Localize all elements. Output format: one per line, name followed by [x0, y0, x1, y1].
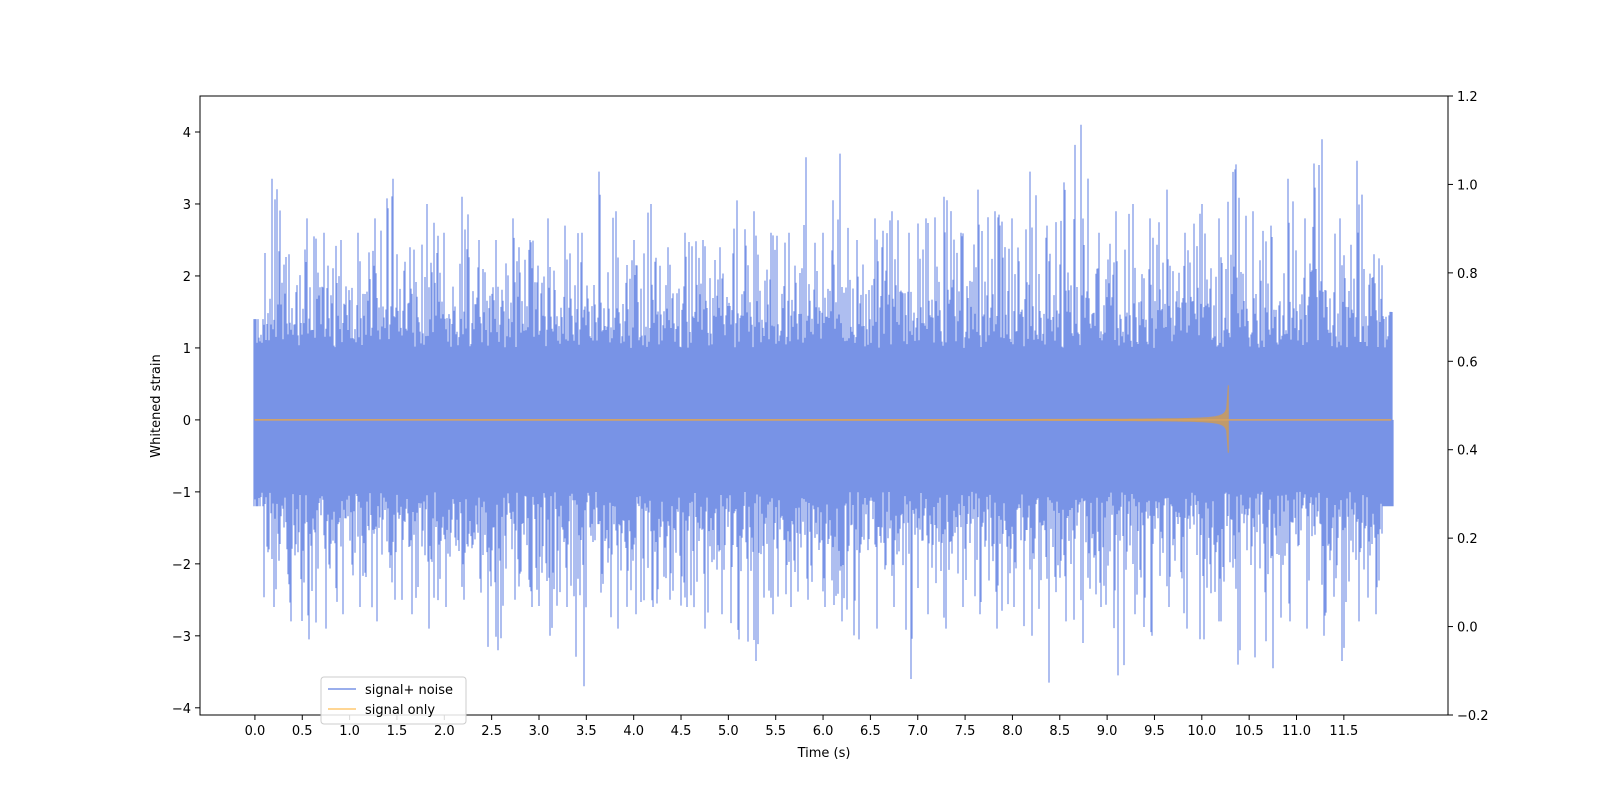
y2-tick-label: 0.2 [1457, 532, 1478, 547]
x-tick-label: 8.0 [1002, 724, 1023, 739]
y2-tick-label: −0.2 [1457, 709, 1489, 724]
y-tick-label: 4 [183, 126, 191, 141]
y-tick-label: −4 [172, 702, 191, 717]
y-axis-label: Whitened strain [149, 354, 164, 457]
x-axis-label: Time (s) [797, 746, 851, 761]
x-tick-label: 7.0 [907, 724, 928, 739]
x-tick-label: 5.0 [718, 724, 739, 739]
x-tick-label: 4.5 [671, 724, 692, 739]
y2-tick-label: 0.0 [1457, 621, 1478, 636]
x-tick-label: 8.5 [1049, 724, 1070, 739]
y-tick-label: 3 [183, 198, 191, 213]
series-signal-only [254, 385, 1392, 453]
x-tick-label: 7.5 [955, 724, 976, 739]
y-axis-right: −0.2 0.0 0.2 0.4 0.6 0.8 1.0 1.2 [1448, 90, 1489, 724]
x-tick-label: 10.0 [1187, 724, 1216, 739]
y2-tick-label: 0.4 [1457, 444, 1478, 459]
x-axis: 0.0 0.5 1.0 1.5 2.0 2.5 3.0 3.5 4.0 4.5 5.0 5.5 6.0 6… [245, 715, 1358, 739]
axes-frame [199, 95, 1449, 716]
series-signal-noise-line [253, 124, 1394, 687]
x-tick-label: 10.5 [1235, 724, 1264, 739]
x-tick-label: 6.5 [860, 724, 881, 739]
x-tick-label: 5.5 [765, 724, 786, 739]
x-tick-label: 3.5 [576, 724, 597, 739]
y2-tick-label: 1.0 [1457, 178, 1478, 193]
legend: signal+ noise signal only [320, 676, 467, 725]
x-tick-label: 0.5 [292, 724, 313, 739]
x-tick-label: 9.0 [1097, 724, 1118, 739]
y-tick-label: −2 [172, 558, 191, 573]
x-tick-label: 1.0 [339, 724, 360, 739]
y2-tick-label: 0.8 [1457, 267, 1478, 282]
plot-area [253, 124, 1394, 687]
x-tick-label: 6.0 [813, 724, 834, 739]
legend-box [320, 676, 467, 725]
x-tick-label: 11.0 [1282, 724, 1311, 739]
y2-tick-label: 1.2 [1457, 90, 1478, 105]
y-axis-left: −4 −3 −2 −1 0 1 2 3 4 [172, 126, 200, 717]
series-signal-noise [253, 124, 1394, 687]
x-tick-label: 0.0 [245, 724, 266, 739]
x-tick-label: 9.5 [1144, 724, 1165, 739]
y2-tick-label: 0.6 [1457, 355, 1478, 370]
y-tick-label: 0 [183, 414, 191, 429]
x-tick-label: 3.0 [529, 724, 550, 739]
x-tick-label: 4.0 [623, 724, 644, 739]
x-tick-label: 1.5 [387, 724, 408, 739]
y-tick-label: −3 [172, 630, 191, 645]
x-tick-label: 11.5 [1329, 724, 1358, 739]
x-tick-label: 2.0 [434, 724, 455, 739]
x-tick-label: 2.5 [481, 724, 502, 739]
y-tick-label: −1 [172, 486, 191, 501]
y-tick-label: 2 [183, 270, 191, 285]
legend-label-signal-only: signal only [365, 703, 435, 718]
legend-label-signal-noise: signal+ noise [365, 683, 453, 698]
y-tick-label: 1 [183, 342, 191, 357]
